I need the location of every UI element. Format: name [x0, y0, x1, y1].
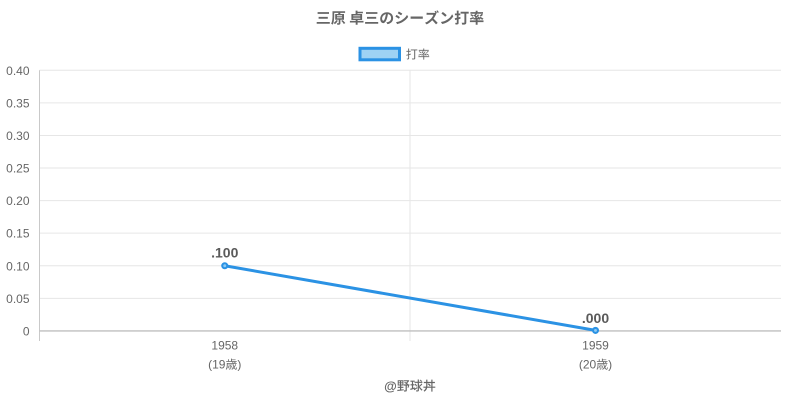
svg-text:0.30: 0.30 — [6, 129, 30, 143]
svg-text:): ) — [237, 358, 241, 372]
svg-text:0.40: 0.40 — [6, 64, 30, 78]
svg-text:1958: 1958 — [211, 339, 238, 353]
svg-text:): ) — [608, 358, 612, 372]
svg-text:@: @ — [384, 379, 397, 394]
svg-text:0.35: 0.35 — [6, 96, 30, 110]
svg-text:0.05: 0.05 — [6, 292, 30, 306]
svg-text:.100: .100 — [211, 245, 238, 261]
svg-text:0: 0 — [23, 324, 30, 338]
svg-text:(19: (19 — [208, 358, 226, 372]
svg-text:.000: .000 — [582, 310, 609, 326]
svg-text:(20: (20 — [579, 358, 597, 372]
svg-text:0.25: 0.25 — [6, 162, 30, 176]
svg-text:1959: 1959 — [582, 339, 609, 353]
svg-text:0.10: 0.10 — [6, 259, 30, 273]
svg-text:0.20: 0.20 — [6, 194, 30, 208]
svg-text:0.15: 0.15 — [6, 227, 30, 241]
